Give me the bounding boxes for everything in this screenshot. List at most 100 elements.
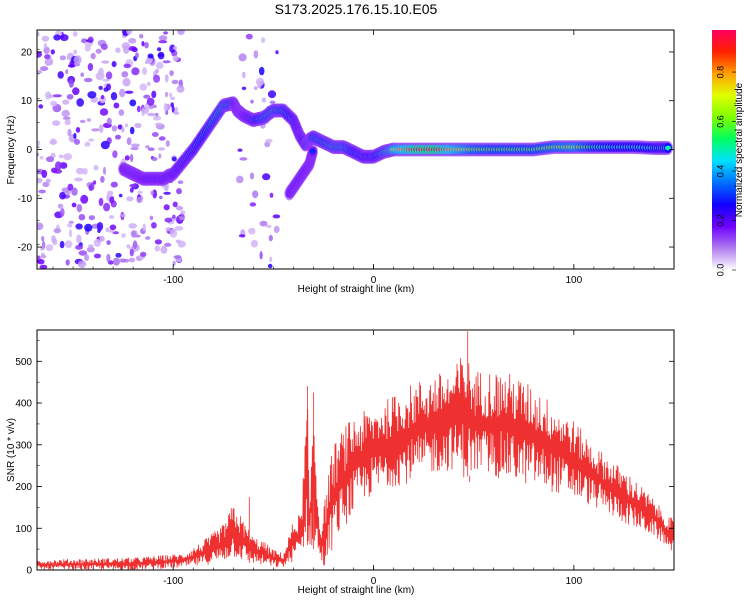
heatmap-noise-cell: [124, 90, 134, 94]
heatmap-noise-cell: [106, 117, 112, 125]
heatmap-noise-cell: [69, 60, 75, 68]
heatmap-noise-cell: [155, 62, 164, 69]
heatmap-noise-cell: [175, 239, 181, 244]
heatmap-noise-cell: [118, 109, 125, 116]
heatmap-y-tick-label: 0: [26, 145, 32, 156]
heatmap-noise-cell: [164, 242, 172, 247]
heatmap-noise-cell: [124, 155, 130, 161]
heatmap-noise-cell: [87, 63, 94, 71]
heatmap-noise-cell: [145, 145, 150, 149]
heatmap-noise-cell: [96, 222, 104, 231]
heatmap-y-axis-label: Frequency (Hz): [6, 116, 17, 185]
heatmap-noise-cell: [175, 106, 178, 114]
heatmap-noise-cell: [176, 216, 180, 223]
heatmap-noise-cell: [42, 181, 50, 188]
heatmap-noise-cell: [50, 100, 58, 107]
heatmap-noise-cell: [163, 103, 168, 112]
heatmap-noise-cell: [110, 92, 118, 101]
heatmap-noise-cell: [53, 228, 62, 234]
heatmap-noise-cell: [171, 156, 177, 162]
heatmap-noise-cell: [171, 79, 179, 85]
heatmap-noise-cell: [72, 87, 80, 96]
snr-y-tick-label: 200: [15, 482, 32, 493]
heatmap-noise-cell: [241, 86, 247, 91]
snr-y-tick-label: 0: [26, 566, 32, 577]
heatmap-x-ticks: -100 0 100: [52, 30, 675, 286]
heatmap-y-tick-label: -10: [18, 194, 33, 205]
heatmap-noise-cell: [64, 119, 71, 126]
heatmap-noise-cell: [98, 197, 104, 207]
heatmap-y-tick-label: 20: [21, 47, 33, 58]
heatmap-noise-cell: [87, 36, 94, 44]
heatmap-noise-cell: [73, 138, 81, 145]
heatmap-noise-cell: [163, 191, 171, 195]
heatmap-noise-cell: [75, 223, 83, 230]
heatmap-noise-cell: [128, 38, 137, 44]
heatmap-noise-cell: [149, 215, 154, 221]
heatmap-noise-cell: [45, 244, 54, 252]
heatmap-noise-cell: [146, 81, 151, 87]
heatmap-noise-cell: [261, 97, 267, 103]
heatmap-noise-cell: [131, 230, 137, 237]
heatmap-noise-cell: [131, 67, 140, 76]
heatmap-noise-cell: [61, 109, 70, 118]
heatmap-noise-cell: [130, 143, 140, 148]
heatmap-noise-cell: [153, 74, 161, 83]
heatmap-noise-cell: [65, 69, 69, 75]
heatmap-noise-cell: [141, 41, 145, 47]
heatmap-noise-cell: [37, 70, 42, 74]
heatmap-noise-cell: [60, 34, 69, 42]
heatmap-noise-cell: [39, 264, 48, 269]
heatmap-x-tick-label: -100: [163, 275, 183, 286]
heatmap-noise-cell: [40, 254, 47, 259]
colorbar-tick-label: 0.0: [715, 264, 725, 277]
heatmap-noise-cell: [171, 106, 175, 113]
heatmap-noise-cell: [51, 235, 56, 243]
heatmap-noise-cell: [269, 256, 273, 263]
heatmap-noise-cell: [95, 72, 105, 81]
heatmap-noise-cell: [73, 55, 82, 65]
heatmap-noise-cell: [75, 244, 83, 250]
heatmap-noise-cell: [172, 55, 179, 62]
heatmap-noise-cell: [59, 55, 66, 61]
heatmap-noise-cell: [126, 137, 132, 146]
heatmap-noise-cell: [123, 63, 131, 69]
heatmap-noise-cell: [59, 240, 65, 249]
heatmap-noise-cell: [169, 228, 178, 238]
heatmap-noise-cell: [40, 247, 44, 251]
heatmap-noise-cell: [75, 126, 81, 133]
heatmap-noise-cell: [132, 240, 138, 250]
heatmap-noise-cell: [95, 48, 102, 54]
heatmap-noise-cell: [58, 154, 64, 159]
heatmap-noise-cell: [128, 46, 137, 51]
heatmap-noise-cell: [157, 47, 162, 52]
heatmap-noise-cell: [269, 100, 276, 104]
heatmap-noise-cell: [245, 33, 253, 40]
heatmap-noise-layer: [37, 30, 281, 269]
heatmap-noise-cell: [159, 195, 163, 200]
heatmap-noise-cell: [84, 141, 91, 147]
heatmap-noise-cell: [120, 258, 130, 263]
heatmap-noise-cell: [41, 35, 50, 42]
heatmap-noise-cell: [164, 91, 169, 98]
heatmap-noise-cell: [100, 95, 105, 100]
snr-x-ticks: -100 0 100: [52, 330, 675, 587]
heatmap-noise-cell: [172, 201, 178, 208]
heatmap-noise-cell: [151, 157, 158, 161]
heatmap-noise-cell: [129, 187, 134, 193]
heatmap-noise-cell: [248, 227, 256, 235]
colorbar-tick-label: 0.4: [715, 165, 725, 178]
heatmap-noise-cell: [37, 31, 40, 37]
heatmap-y-ticks: -20 -10 0 10 20: [18, 47, 674, 270]
heatmap-noise-cell: [135, 52, 139, 59]
heatmap-noise-cell: [86, 246, 95, 253]
heatmap-noise-cell: [93, 180, 97, 185]
heatmap-noise-cell: [250, 99, 254, 104]
heatmap-noise-cell: [129, 183, 137, 188]
heatmap-noise-cell: [62, 116, 71, 120]
heatmap-noise-cell: [253, 50, 259, 59]
heatmap-noise-cell: [261, 37, 266, 43]
heatmap-noise-cell: [158, 40, 168, 44]
heatmap-noise-cell: [134, 122, 142, 129]
